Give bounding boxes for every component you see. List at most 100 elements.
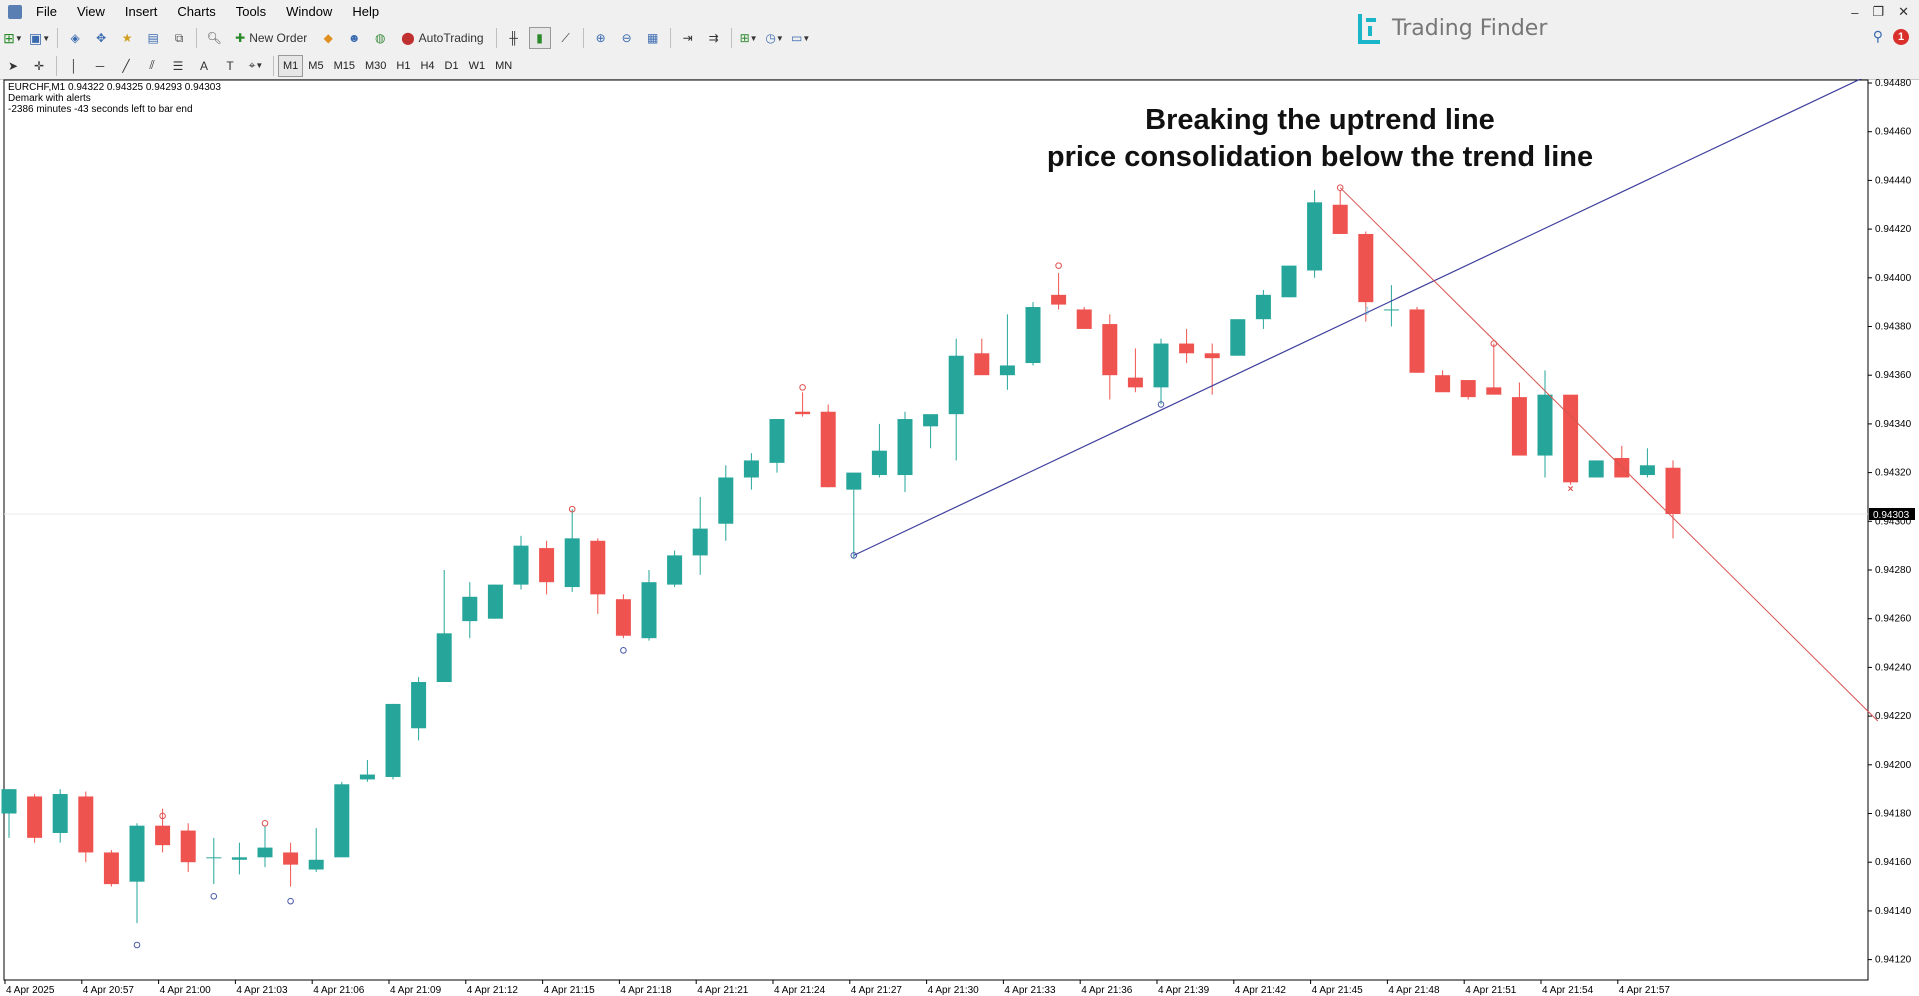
market-watch-button[interactable]: ◈ bbox=[64, 27, 86, 49]
demark-low-point bbox=[133, 941, 141, 949]
auto-scroll-button[interactable]: ⇉ bbox=[703, 27, 725, 49]
timeframe-w1[interactable]: W1 bbox=[468, 59, 486, 72]
vertical-line-button[interactable]: │ bbox=[63, 55, 85, 77]
bearish-candle bbox=[1179, 343, 1195, 354]
vertical-line-icon: │ bbox=[70, 58, 78, 73]
trendline-button[interactable]: ╱ bbox=[115, 55, 137, 77]
timeframe-m5[interactable]: M5 bbox=[308, 59, 324, 72]
price-chart[interactable]: 0.94480 0.94460 0.94440 0.94420 0.94400 0.943… bbox=[0, 79, 1919, 996]
fibonacci-button[interactable]: ☰ bbox=[167, 55, 189, 77]
tile-windows-button[interactable]: ▦ bbox=[642, 27, 664, 49]
bullish-candle bbox=[462, 596, 478, 622]
indicators-button[interactable]: ⊞ ▼ bbox=[739, 31, 758, 45]
channel-button[interactable]: ⫽ bbox=[141, 55, 163, 77]
bullish-candle bbox=[1639, 465, 1655, 476]
bearish-candle bbox=[1332, 204, 1348, 234]
bullish-candle bbox=[923, 414, 939, 427]
menu-insert[interactable]: Insert bbox=[124, 4, 158, 19]
new-chart-button[interactable]: ⊞ ▼ bbox=[3, 29, 23, 46]
bullish-candle bbox=[564, 538, 580, 588]
restore-icon[interactable]: ❐ bbox=[1872, 4, 1885, 19]
timeframe-m15[interactable]: M15 bbox=[333, 59, 355, 72]
timeframe-m1[interactable]: M1 bbox=[278, 54, 304, 77]
text-button[interactable]: A bbox=[193, 55, 215, 77]
x-tick-label: 4 Apr 21:45 bbox=[1312, 985, 1364, 996]
bearish-candle bbox=[820, 411, 836, 488]
strategy-tester-button[interactable]: ⧉ bbox=[168, 27, 190, 49]
cursor-button[interactable]: ➤ bbox=[2, 55, 24, 77]
crosshair-button[interactable]: ✛ bbox=[28, 55, 50, 77]
shapes-button[interactable]: ⌖ ▼ bbox=[248, 58, 264, 72]
timeframe-h1[interactable]: H1 bbox=[396, 59, 411, 72]
timeframe-m30[interactable]: M30 bbox=[364, 59, 387, 72]
demark-low-point bbox=[287, 897, 294, 905]
new-order-button[interactable]: ✚ New Order bbox=[229, 27, 313, 49]
toolbar-separator bbox=[196, 28, 198, 48]
timeframe-d1[interactable]: D1 bbox=[444, 59, 459, 72]
bearish-candle bbox=[1409, 309, 1425, 373]
timeframe-mn[interactable]: MN bbox=[495, 59, 513, 72]
templates-button[interactable]: ▭ ▼ bbox=[790, 31, 811, 45]
menu-view[interactable]: View bbox=[76, 4, 105, 19]
profiles-button[interactable]: ▣ ▼ bbox=[29, 29, 51, 46]
bearish-candle bbox=[1204, 353, 1220, 359]
bearish-candle bbox=[1435, 375, 1451, 393]
menu-charts[interactable]: Charts bbox=[177, 4, 216, 19]
bullish-candle bbox=[206, 857, 222, 859]
minimize-icon[interactable]: – bbox=[1851, 4, 1859, 20]
demark-high-point bbox=[159, 812, 166, 820]
menu-help[interactable]: Help bbox=[352, 4, 380, 19]
close-icon[interactable]: ✕ bbox=[1898, 4, 1909, 19]
metaeditor-button[interactable]: 🔍︎ bbox=[203, 27, 225, 49]
bar-chart-button[interactable]: ╫ bbox=[503, 27, 525, 49]
bearish-candle bbox=[283, 852, 299, 865]
label-button[interactable]: T bbox=[219, 55, 241, 77]
bullish-candle bbox=[897, 419, 913, 476]
auto-scroll-icon: ⇉ bbox=[708, 31, 719, 45]
toolbar-separator bbox=[57, 28, 59, 48]
annotation-line-2: price consolidation below the trend line bbox=[1046, 141, 1594, 173]
horizontal-line-button[interactable]: ─ bbox=[89, 55, 111, 77]
clock-icon: ◷ bbox=[765, 31, 776, 45]
menu-tools[interactable]: Tools bbox=[235, 4, 267, 19]
x-tick-label: 4 Apr 21:42 bbox=[1235, 985, 1287, 996]
toolbar-separator bbox=[669, 28, 671, 48]
periods-button[interactable]: ◷ ▼ bbox=[765, 31, 784, 45]
market-button[interactable]: ◍ bbox=[369, 27, 391, 49]
autotrading-icon: ⬤ bbox=[401, 31, 415, 45]
zoom-out-button[interactable]: ⊖ bbox=[616, 27, 638, 49]
bearish-candle bbox=[1486, 387, 1502, 395]
timeframe-h4[interactable]: H4 bbox=[420, 59, 435, 72]
brand-logo: Trading Finder bbox=[1356, 8, 1547, 48]
navigator-button[interactable]: ★ bbox=[116, 27, 138, 49]
label-icon: T bbox=[226, 58, 234, 73]
zoom-in-button[interactable]: ⊕ bbox=[590, 27, 612, 49]
toolbar-separator bbox=[273, 55, 274, 76]
zoom-in-icon: ⊕ bbox=[595, 31, 606, 45]
notification-badge[interactable]: 1 bbox=[1893, 28, 1909, 45]
menu-window[interactable]: Window bbox=[286, 4, 333, 19]
menu-file[interactable]: File bbox=[36, 4, 57, 19]
chart-annotation: Breaking the uptrend line price consolid… bbox=[1000, 102, 1640, 176]
text-icon: A bbox=[199, 58, 208, 73]
bullish-candle bbox=[334, 784, 350, 858]
terminal-button[interactable]: ▤ bbox=[142, 27, 164, 49]
search-doc-icon: 🔍︎ bbox=[206, 31, 222, 45]
account-button[interactable]: ☻ bbox=[343, 27, 365, 49]
chart-shift-button[interactable]: ⇥ bbox=[677, 27, 699, 49]
window-controls: – ❐ ✕ bbox=[1851, 0, 1909, 24]
data-window-button[interactable]: ✥ bbox=[90, 27, 112, 49]
candlestick-button[interactable]: ▮ bbox=[528, 27, 551, 49]
bullish-candle bbox=[1255, 294, 1271, 320]
search-icon[interactable]: ⚲ bbox=[1872, 28, 1883, 44]
bearish-candle bbox=[155, 825, 171, 846]
y-tick-label: 0.94160 bbox=[1875, 857, 1912, 868]
autotrading-button[interactable]: ⬤ AutoTrading bbox=[395, 27, 489, 49]
bearish-candle bbox=[78, 796, 94, 853]
line-chart-button[interactable]: ⟋ bbox=[555, 27, 577, 49]
bearish-candle bbox=[1051, 294, 1067, 305]
globe-icon: ◍ bbox=[374, 31, 386, 45]
demark-high-point bbox=[261, 819, 269, 827]
bullish-candle bbox=[52, 794, 68, 833]
signals-button[interactable]: ◆ bbox=[317, 27, 339, 49]
